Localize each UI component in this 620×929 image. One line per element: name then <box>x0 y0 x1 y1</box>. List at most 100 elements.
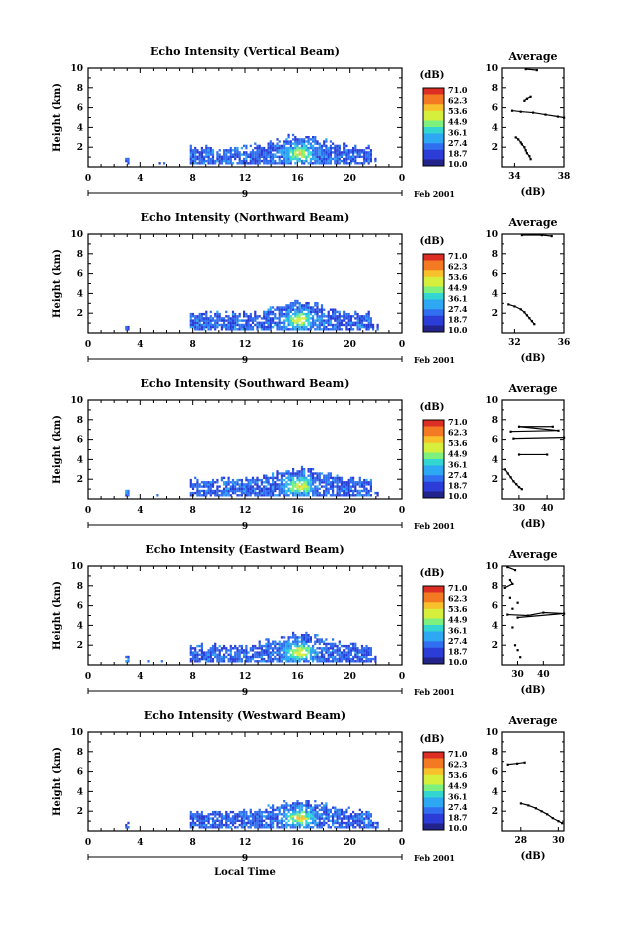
echo-cell <box>260 487 263 490</box>
echo-cell <box>345 494 348 497</box>
echo-cell <box>320 821 324 825</box>
echo-cell <box>338 149 341 152</box>
echo-cell <box>325 804 328 807</box>
colorbar-band <box>423 774 444 779</box>
echo-cell <box>194 657 197 661</box>
echo-cell <box>283 804 286 807</box>
echo-cell <box>265 821 268 825</box>
echo-cell <box>340 159 344 163</box>
echo-cell <box>254 478 257 482</box>
echo-cell <box>307 162 310 165</box>
echo-cell <box>365 159 368 163</box>
echo-cell <box>332 476 335 480</box>
echo-cell <box>303 660 306 663</box>
echo-cell <box>189 146 192 150</box>
echo-cell <box>323 325 326 329</box>
colorbar-band <box>423 133 444 138</box>
echo-cell <box>338 660 341 663</box>
echo-cell <box>345 651 348 654</box>
echo-cell <box>363 317 366 320</box>
echo-cell <box>320 817 324 820</box>
echo-cell <box>338 325 341 329</box>
echo-cell <box>245 483 248 486</box>
echo-cell <box>269 660 272 663</box>
echo-cell <box>356 315 359 318</box>
colorbar-band <box>423 485 444 489</box>
echo-cell <box>298 802 301 805</box>
echo-cell <box>223 319 226 322</box>
echo-cell <box>267 638 270 641</box>
echo-cell <box>209 315 212 318</box>
echo-cell <box>363 162 366 165</box>
colorbar-band <box>423 97 444 102</box>
echo-cell <box>280 155 283 158</box>
echo-cell <box>254 319 257 322</box>
echo-cell <box>336 489 339 493</box>
echo-cell <box>314 494 317 497</box>
echo-cell <box>231 319 235 322</box>
echo-cell <box>303 162 306 165</box>
echo-cell <box>269 823 272 827</box>
echo-cell <box>320 826 324 829</box>
echo-cell <box>245 644 248 648</box>
x-tick-label: 20 <box>343 672 356 682</box>
echo-cell <box>260 146 263 150</box>
echo-cell <box>234 328 237 331</box>
echo-cell <box>287 312 290 316</box>
echo-cell <box>249 821 252 825</box>
echo-cell <box>272 804 275 807</box>
echo-cell <box>367 813 370 816</box>
echo-cell <box>314 817 317 820</box>
echo-cell <box>298 494 301 497</box>
colorbar-tick-label: 62.3 <box>448 594 468 604</box>
echo-cell <box>223 149 226 152</box>
echo-cell <box>305 144 308 148</box>
echo-cell <box>214 821 217 825</box>
echo-cell <box>294 136 297 139</box>
echo-cell <box>274 819 277 822</box>
profile-y-tick-label: 10 <box>485 728 498 738</box>
echo-cell <box>249 315 252 318</box>
echo-cell <box>236 317 239 320</box>
echo-cell <box>363 478 366 482</box>
echo-cell <box>276 657 279 661</box>
x-tick-label: 12 <box>239 838 252 848</box>
echo-cell <box>194 325 197 329</box>
echo-cell <box>318 651 321 654</box>
echo-cell <box>367 649 370 652</box>
colorbar-band <box>423 120 444 125</box>
echo-cell <box>329 144 332 148</box>
echo-cell <box>367 144 370 148</box>
echo-cell <box>231 315 235 318</box>
echo-cell <box>194 151 197 154</box>
echo-cell <box>325 140 328 143</box>
echo-cell <box>276 151 279 154</box>
echo-cell <box>374 826 377 829</box>
echo-cell <box>289 649 292 652</box>
colorbar-tick-label: 71.0 <box>448 251 468 261</box>
echo-cell <box>292 640 295 643</box>
echo-cell <box>223 655 226 659</box>
echo-cell <box>323 323 326 327</box>
echo-cell <box>325 651 328 654</box>
echo-cell <box>207 819 210 822</box>
echo-cell <box>345 647 348 650</box>
echo-cell <box>289 489 292 493</box>
echo-cell <box>325 328 328 331</box>
echo-cell <box>238 487 241 490</box>
echo-cell <box>320 815 324 818</box>
echo-cell <box>285 472 288 475</box>
echo-cell <box>358 323 361 327</box>
echo-cell <box>218 157 221 161</box>
echo-cell <box>205 310 208 314</box>
echo-cell <box>320 149 324 152</box>
echo-cell <box>287 319 290 322</box>
echo-cell <box>285 312 288 316</box>
echo-cell <box>343 153 346 156</box>
echo-cell <box>229 157 232 161</box>
echo-cell <box>265 638 268 641</box>
echo-cell <box>360 481 364 484</box>
echo-cell <box>298 636 301 639</box>
echo-cell <box>263 328 266 331</box>
echo-cell <box>272 142 275 145</box>
